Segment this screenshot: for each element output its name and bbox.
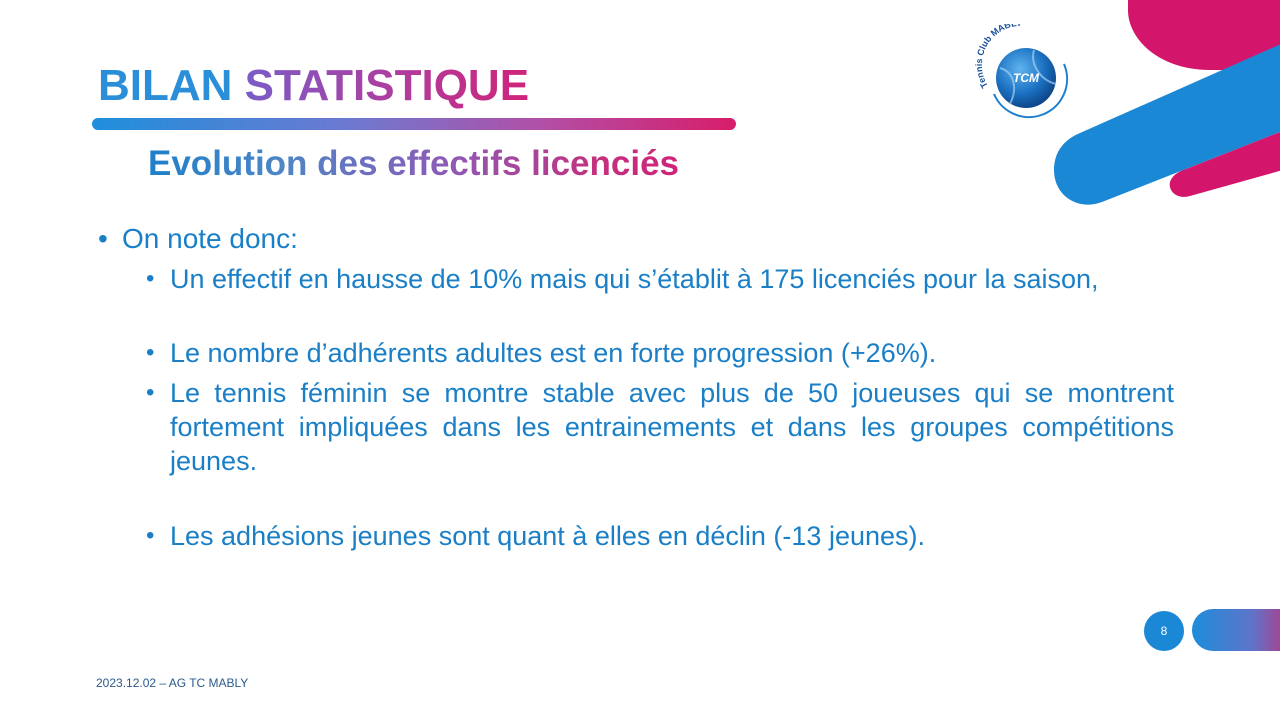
deco-magenta-band	[1128, 0, 1280, 70]
footer-text: 2023.12.02 – AG TC MABLY	[96, 676, 249, 690]
title-word-bilan: BILAN	[98, 61, 233, 110]
tcm-logo: TCM Tennis Club MABLY	[974, 24, 1069, 119]
page-tab-decoration	[1192, 609, 1280, 651]
bullet-dot: •	[146, 522, 155, 549]
bullet-dot: •	[146, 339, 155, 366]
intro-text: On note donc:	[122, 223, 298, 254]
bullet-item-4: Les adhésions jeunes sont quant à elles …	[170, 521, 925, 551]
deco-blue-band	[1054, 44, 1280, 205]
bullet-dot: •	[98, 223, 108, 254]
bullet-item-3: Le tennis féminin se montre stable avec …	[170, 378, 1174, 476]
logo-ball-text: TCM	[1013, 71, 1040, 85]
bullet-dot: •	[146, 379, 155, 406]
slide-title: BILAN STATISTIQUE	[98, 60, 529, 112]
deco-magenta-stripe	[1169, 131, 1280, 197]
bullet-item-2: Le nombre d’adhérents adultes est en for…	[170, 338, 937, 368]
slide-subtitle: Evolution des effectifs licenciés	[148, 144, 679, 183]
page-number-badge: 8	[1144, 611, 1184, 651]
title-word-statistique: STATISTIQUE	[244, 61, 530, 110]
bullet-dot: •	[146, 265, 155, 292]
title-underline-bar	[92, 118, 736, 130]
bullet-item-1: Un effectif en hausse de 10% mais qui s’…	[170, 264, 1099, 294]
tennis-ball-icon	[996, 48, 1056, 108]
